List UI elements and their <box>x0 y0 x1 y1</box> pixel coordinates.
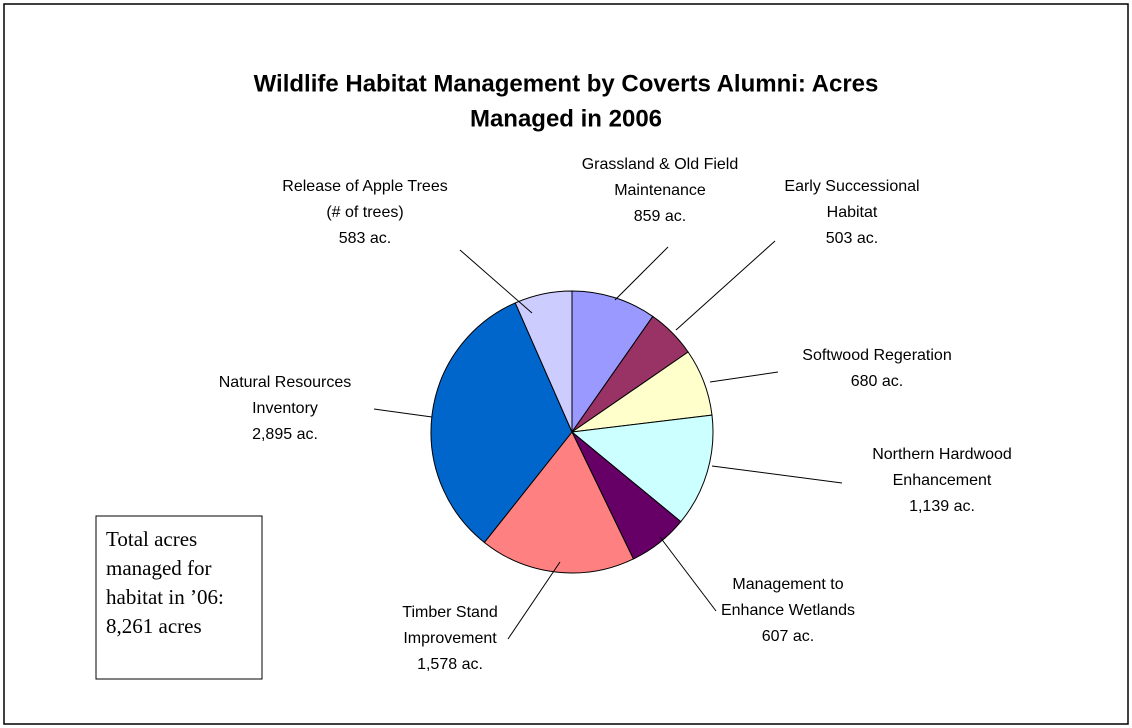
pie-slice <box>483 431 635 574</box>
slice-label: Release of Apple Trees <box>282 178 447 195</box>
slice-label: (# of trees) <box>326 204 403 221</box>
leader-line <box>459 249 533 314</box>
leader-line <box>711 465 843 484</box>
pie-slice <box>570 414 714 523</box>
slice-label: Management to <box>732 576 843 593</box>
slice-label: Habitat <box>827 204 878 221</box>
leader-line <box>614 246 669 301</box>
value-label: 503 ac. <box>826 230 878 247</box>
leader-line <box>709 371 779 383</box>
value-label: 1,139 ac. <box>909 498 975 515</box>
pie-slice <box>514 290 573 433</box>
leader-line <box>659 536 717 612</box>
value-label: 680 ac. <box>851 373 903 390</box>
annotation-text: Total acres <box>106 527 197 551</box>
slice-label: Grassland & Old Field <box>582 156 739 173</box>
value-label: 583 ac. <box>339 230 391 247</box>
slice-label: Enhancement <box>893 472 992 489</box>
slice-label: Inventory <box>252 400 318 417</box>
leader-line <box>675 240 776 331</box>
slice-label: Softwood Regeration <box>802 347 951 364</box>
slice-label: Early Successional <box>784 178 919 195</box>
annotation-box <box>95 515 263 680</box>
pie-slice <box>571 290 654 434</box>
value-label: 1,578 ac. <box>417 656 483 673</box>
slice-label: Natural Resources <box>219 374 352 391</box>
annotation-text: managed for <box>106 556 212 580</box>
value-label: 2,895 ac. <box>252 426 318 443</box>
slice-label: Timber Stand <box>402 604 497 621</box>
value-label: 859 ac. <box>634 208 686 225</box>
slice-label: Improvement <box>403 630 497 647</box>
leader-line <box>373 408 433 418</box>
slice-label: Enhance Wetlands <box>721 602 855 619</box>
value-label: 607 ac. <box>762 628 814 645</box>
slice-label: Northern Hardwood <box>872 446 1012 463</box>
annotation-text: 8,261 acres <box>106 614 202 638</box>
chart-title: Managed in 2006 <box>470 105 662 132</box>
chart-title: Wildlife Habitat Management by Coverts A… <box>254 70 879 97</box>
leader-line <box>507 561 561 640</box>
slice-label: Maintenance <box>614 182 706 199</box>
pie-slice <box>430 302 573 544</box>
annotation-text: habitat in ’06: <box>106 585 224 609</box>
